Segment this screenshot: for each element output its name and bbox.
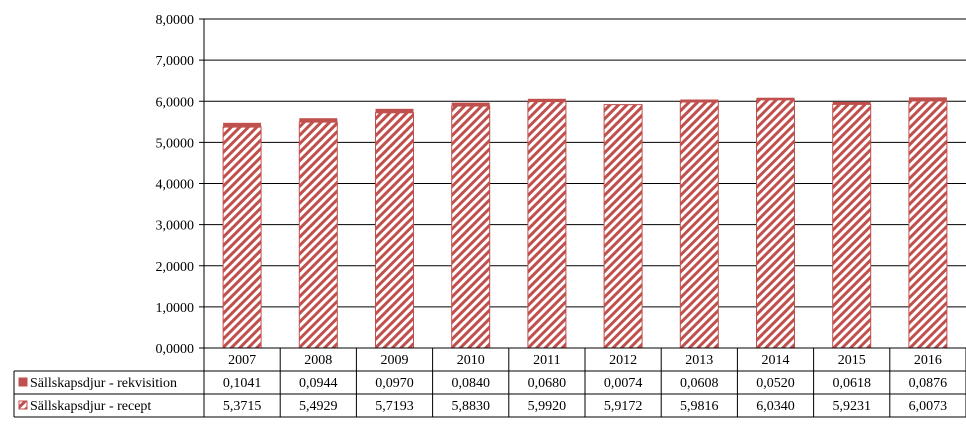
y-tick-label: 4,0000 [156,178,195,193]
y-tick-label: 0,0000 [156,342,195,357]
data-label: 0,0876 [909,376,948,391]
data-label: 0,0840 [451,376,490,391]
bar-rekvisition [375,108,414,113]
y-tick-label: 8,0000 [156,13,195,28]
data-label: 0,0618 [832,376,871,391]
x-tick-label: 2009 [381,353,409,368]
axes: 0,0000 1,0000 2,0000 3,0000 4,0000 5,0000 6,00… [156,13,205,357]
x-tick-label: 2013 [685,353,713,368]
bar-recept [756,99,795,349]
y-tick-label: 3,0000 [156,219,195,234]
bar-recept [375,112,414,349]
y-tick-label: 7,0000 [156,54,195,69]
bar-rekvisition [451,102,490,107]
bar-rekvisition [908,97,947,101]
y-tick-label: 6,0000 [156,95,195,110]
x-tick-label: 2010 [457,353,485,368]
bar-recept [527,101,567,349]
bar-rekvisition [756,97,795,100]
data-label: 0,0608 [680,376,719,391]
bar-rekvisition [832,101,871,105]
data-label: 5,4929 [299,399,338,414]
data-label: 0,0680 [528,376,567,391]
bar-rekvisition [223,122,262,128]
y-tick-label: 2,0000 [156,260,195,275]
data-label: 0,0074 [604,376,643,391]
bar-rekvisition [680,99,719,103]
x-tick-label: 2008 [304,353,332,368]
data-label: 0,1041 [223,376,262,391]
bar-recept [603,104,643,349]
bar-rekvisition [604,104,643,105]
data-label: 0,0944 [299,376,338,391]
x-tick-label: 2016 [914,353,942,368]
bars [222,97,948,349]
bar-recept [298,121,338,349]
bar-rekvisition [299,118,338,123]
bar-recept [451,105,491,349]
data-label: 5,3715 [223,399,262,414]
x-tick-label: 2014 [762,353,790,368]
data-label: 5,9231 [832,399,871,414]
x-tick-label: 2007 [228,353,256,368]
bar-recept [832,103,872,349]
data-label: 5,7193 [375,399,414,414]
x-tick-label: 2012 [609,353,637,368]
bar-recept [222,126,262,349]
y-tick-label: 1,0000 [156,301,195,316]
bar-recept [679,101,719,349]
bar-recept [908,100,948,349]
data-label: 5,9920 [528,399,567,414]
data-label: 6,0340 [756,399,795,414]
legend-label: Sällskapsdjur - recept [30,399,151,414]
data-label: 6,0073 [909,399,948,414]
data-label: 0,0520 [756,376,795,391]
y-tick-label: 5,0000 [156,136,195,151]
legend-label: Sällskapsdjur - rekvisition [30,376,177,391]
bar-rekvisition [527,98,566,102]
data-label: 0,0970 [375,376,414,391]
legend-key [18,400,28,410]
x-tick-label: 2011 [533,353,560,368]
data-label: 5,9816 [680,399,719,414]
data-label: 5,9172 [604,399,643,414]
x-tick-label: 2015 [838,353,866,368]
data-label: 5,8830 [451,399,490,414]
legend-key [18,377,28,387]
data-table: 2007 2008 2009 2010 2011 2012 2013 2014 2015 2016… [13,347,966,418]
